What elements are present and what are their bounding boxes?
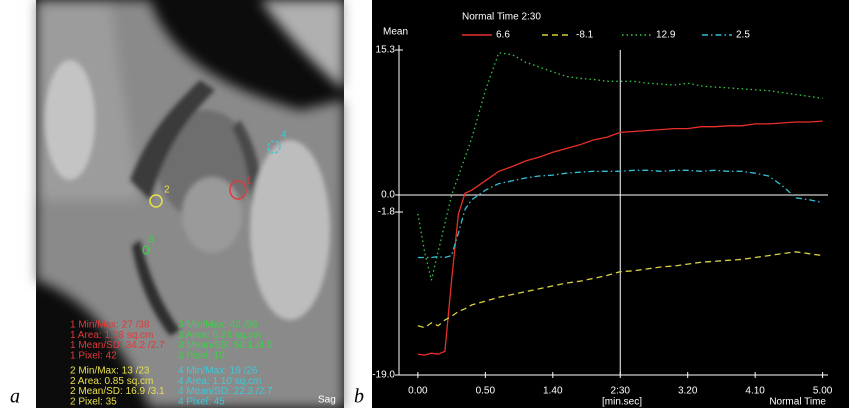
legend-label: 2.5 — [736, 30, 750, 41]
roi-stat: 3 Min/Max: 42 /56 — [178, 320, 258, 331]
x-tick-label: 3.20 — [678, 386, 698, 397]
x-tick-label: 2:30 — [611, 386, 631, 397]
roi-stat: 3 Mean/SD: 50.1 /4.5 — [178, 340, 273, 351]
roi-stat: 3 Pixel: 10 — [178, 351, 225, 362]
roi-stat: 3 Area: 0.24 sq.cm — [178, 330, 261, 341]
x-tick-label: 0.50 — [476, 386, 496, 397]
legend-label: 6.6 — [496, 30, 510, 41]
series-line — [417, 120, 823, 356]
legend-label: 12.9 — [656, 30, 676, 41]
panel-label: a — [10, 386, 20, 408]
roi-stat: 2 Mean/SD: 16.9 /3.1 — [70, 386, 165, 397]
y-tick-label: -19.0 — [372, 370, 395, 381]
x-tick-label: 5.00 — [813, 386, 833, 397]
roi-label: 3 — [148, 235, 154, 246]
roi-label: 1 — [246, 176, 252, 187]
y-tick-label: -1.8 — [378, 207, 396, 218]
y-tick-label: 0.0 — [381, 190, 395, 201]
orientation-label: Sag — [318, 395, 336, 406]
roi-label: 4 — [281, 130, 287, 141]
roi-label: 2 — [164, 185, 170, 196]
x-tick-label: 1.40 — [543, 386, 563, 397]
roi-stat: 1 Min/Max: 27 /38 — [70, 320, 150, 331]
series-line — [417, 52, 823, 281]
roi-stat: 4 Min/Max: 19 /26 — [178, 366, 258, 377]
x-axis-label: [min.sec] — [602, 397, 642, 408]
roi-stat: 2 Area: 0.85 sq.cm — [70, 376, 153, 387]
roi-stat: 1 Pixel: 42 — [70, 351, 117, 362]
roi-stat: 4 Area: 1.10 sq.cm — [178, 376, 261, 387]
roi-stat: 4 Mean/SD: 22.3 /2.7 — [178, 386, 273, 397]
roi-stat: 2 Min/Max: 13 /23 — [70, 366, 150, 377]
series-line — [417, 169, 823, 259]
x-tick-label: 0.00 — [408, 386, 428, 397]
chart-background — [372, 0, 849, 408]
legend-title: Normal Time 2:30 — [462, 12, 541, 23]
legend-label: -8.1 — [576, 30, 594, 41]
series-line — [417, 251, 823, 329]
roi-stat: 1 Mean/SD: 34.2 /2.7 — [70, 340, 165, 351]
x-axis-label: Normal Time — [769, 397, 826, 408]
roi-stat: 1 Area: 1.08 sq.cm — [70, 330, 153, 341]
y-axis-label: Mean — [383, 27, 408, 38]
mri-image — [36, 0, 344, 408]
x-tick-label: 4.10 — [745, 386, 765, 397]
y-tick-label: 15.3 — [376, 45, 396, 56]
roi-stat: 2 Pixel: 35 — [70, 397, 117, 408]
panel-label: b — [354, 386, 364, 408]
roi-stat: 4 Pixel: 45 — [178, 397, 225, 408]
